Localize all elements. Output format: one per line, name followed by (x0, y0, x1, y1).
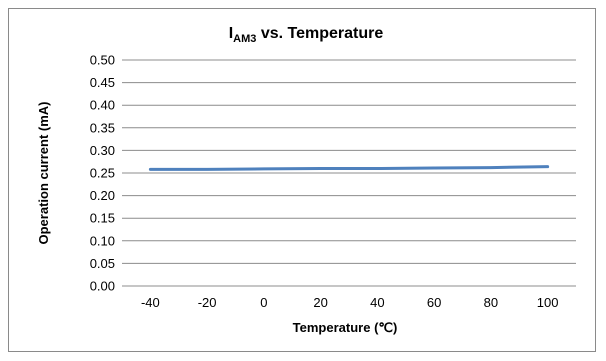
y-tick-label: 0.00 (90, 279, 115, 294)
x-tick-label: -20 (198, 295, 217, 310)
x-tick-label: -40 (141, 295, 160, 310)
y-tick-label: 0.40 (90, 98, 115, 113)
y-tick-label: 0.05 (90, 256, 115, 271)
series-group (148, 165, 550, 171)
gridlines (122, 59, 576, 287)
chart-area (8, 8, 596, 352)
series-line-0 (148, 165, 550, 171)
x-tick-label: 60 (427, 295, 441, 310)
x-tick-label: 80 (484, 295, 498, 310)
x-tick-label: 100 (537, 295, 559, 310)
x-tick-label: 20 (313, 295, 327, 310)
y-axis-title: Operation current (mA) (36, 101, 51, 244)
x-tick-label: 40 (370, 295, 384, 310)
chart-title-subscript: AM3 (233, 33, 256, 45)
x-axis-title: Temperature (℃) (293, 320, 398, 335)
y-tick-label: 0.45 (90, 75, 115, 90)
y-tick-label: 0.10 (90, 233, 115, 248)
y-tick-label: 0.35 (90, 120, 115, 135)
y-tick-label: 0.30 (90, 143, 115, 158)
x-tick-labels: -40 -20 0 20 40 60 80 100 (141, 295, 559, 310)
y-tick-labels: 0.00 0.05 0.10 0.15 0.20 0.25 0.30 0.35 0.40 0.45… (90, 53, 115, 294)
chart-title-rest: vs. Temperature (256, 25, 383, 42)
y-tick-label: 0.15 (90, 211, 115, 226)
chart-title: IAM3 vs. Temperature (229, 25, 384, 45)
y-tick-label: 0.25 (90, 166, 115, 181)
chart-title-main: I (229, 25, 233, 42)
x-tick-label: 0 (260, 295, 267, 310)
y-tick-label: 0.20 (90, 188, 115, 203)
y-tick-label: 0.50 (90, 53, 115, 68)
